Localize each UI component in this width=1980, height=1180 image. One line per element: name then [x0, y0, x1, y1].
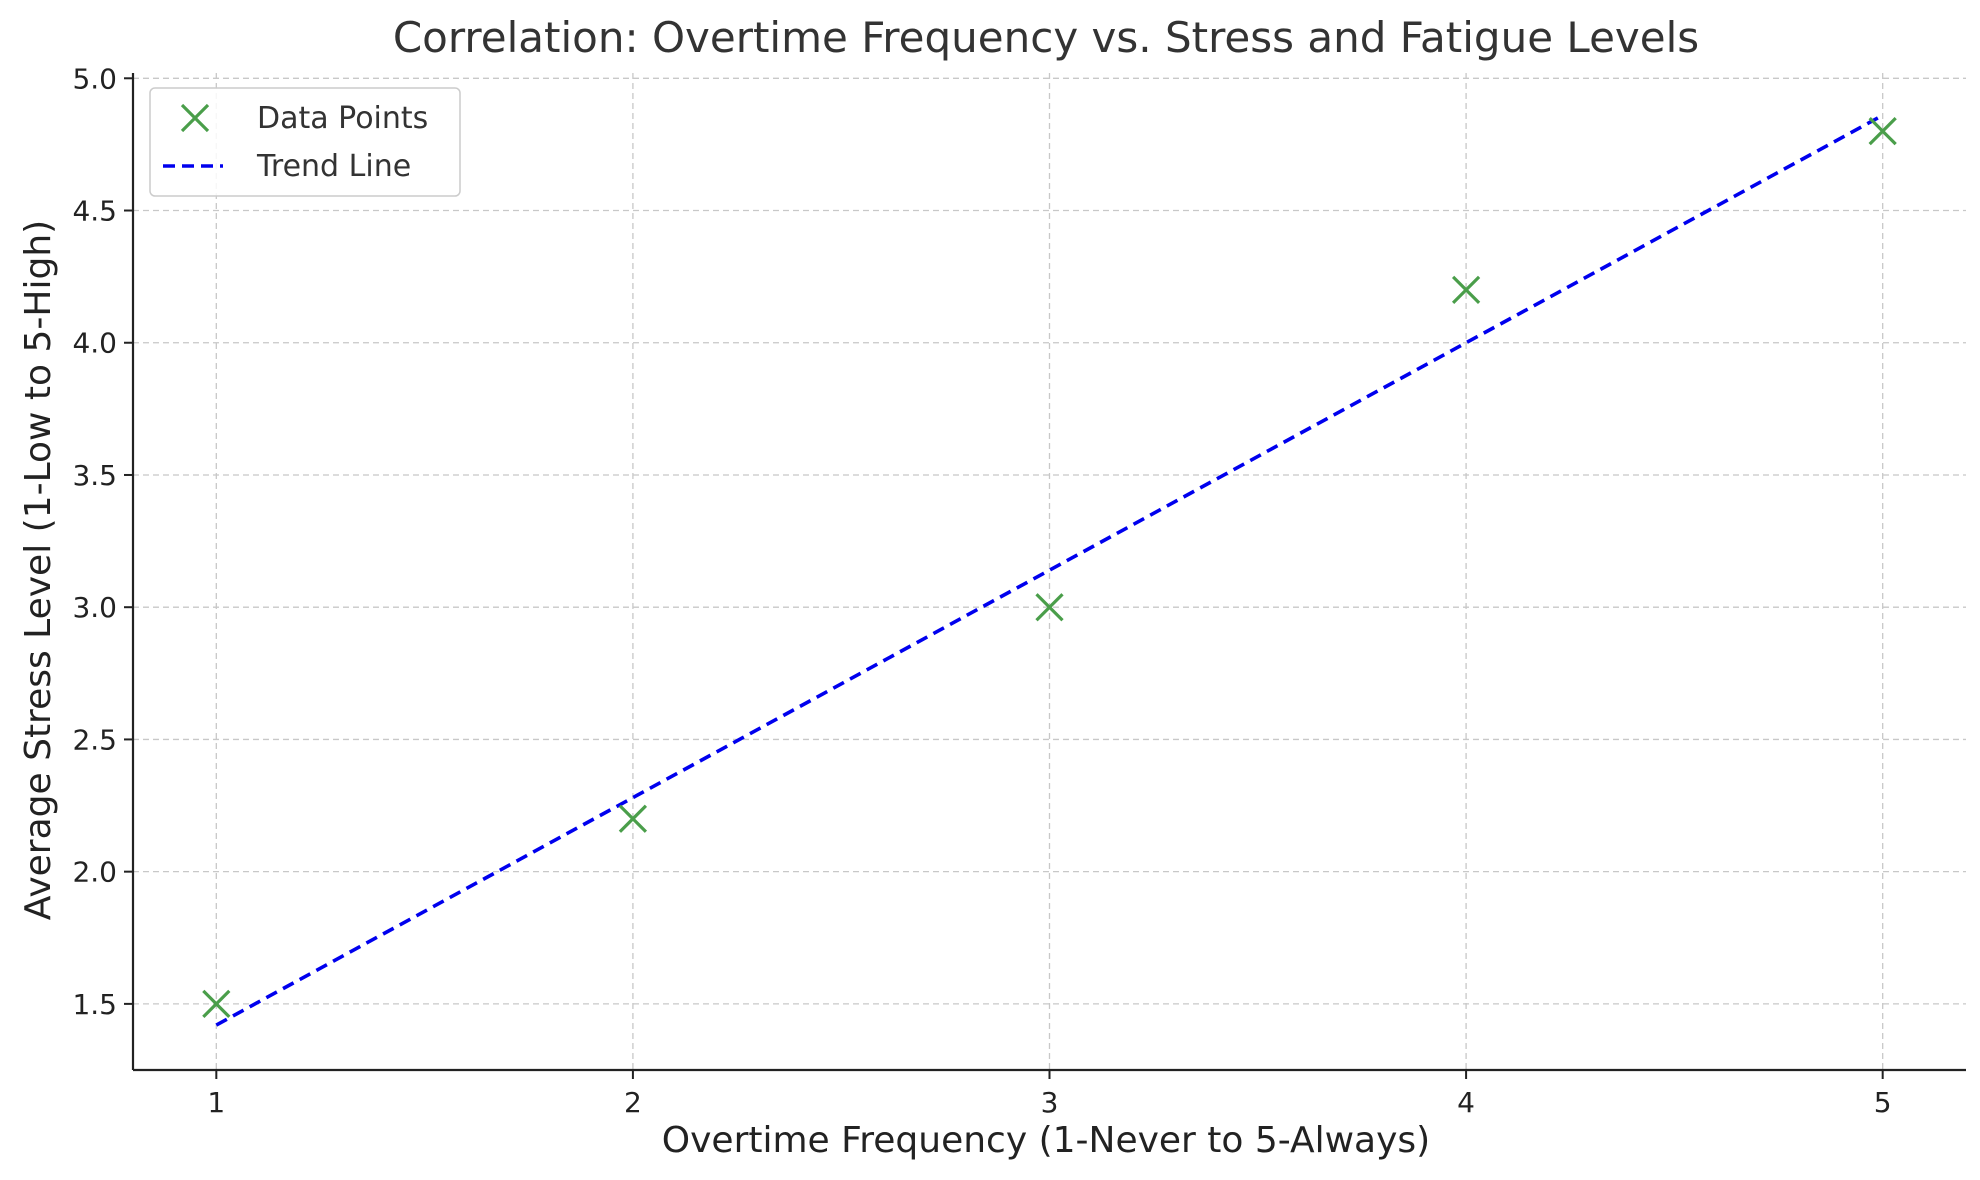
y-tick-label: 1.5 [72, 988, 117, 1021]
series-layer [202, 113, 1897, 1027]
data-point-stroke [202, 989, 231, 1019]
data-point-marker [202, 989, 231, 1019]
x-axis-label: Overtime Frequency (1-Never to 5-Always) [662, 1120, 1430, 1161]
y-tick-label: 3.0 [72, 591, 117, 624]
axes-layer: 1 2 3 4 5 1.5 2.0 2.5 3.0 3.5 4.0 4.5 5.0 [72, 62, 1966, 1119]
y-tick-label: 2.0 [72, 856, 117, 889]
legend-box [149, 87, 461, 197]
x-tick-label: 1 [207, 1086, 225, 1119]
data-point-marker [618, 804, 648, 833]
data-point-marker [1868, 117, 1897, 146]
legend: Data Points Trend Line [149, 87, 461, 197]
data-point-stroke [618, 804, 648, 833]
x-tick-label: 3 [1041, 1086, 1059, 1119]
y-tick-label: 2.5 [72, 723, 117, 756]
grid-layer [133, 73, 1966, 1070]
legend-marker [180, 103, 210, 133]
data-point-marker [1451, 275, 1481, 304]
data-point-stroke [1035, 593, 1064, 622]
chart-title: Correlation: Overtime Frequency vs. Stre… [393, 13, 1699, 62]
data-point-marker [1035, 593, 1064, 622]
y-tick-label: 3.5 [72, 459, 117, 492]
data-point-stroke [1451, 275, 1481, 304]
trend-line [215, 113, 1884, 1027]
data-point-stroke [1868, 117, 1897, 146]
legend-label: Trend Line [256, 149, 411, 184]
y-tick-label: 4.5 [72, 195, 117, 228]
legend-entry: Trend Line [163, 149, 411, 184]
y-tick-label: 5.0 [72, 62, 117, 95]
x-tick-label: 5 [1874, 1086, 1892, 1119]
legend-label: Data Points [257, 101, 428, 136]
y-tick-label: 4.0 [72, 327, 117, 360]
y-axis-label: Average Stress Level (1-Low to 5-High) [18, 220, 59, 920]
x-tick-label: 2 [624, 1086, 642, 1119]
legend-entry: Data Points [180, 101, 428, 136]
x-tick-label: 4 [1457, 1086, 1475, 1119]
